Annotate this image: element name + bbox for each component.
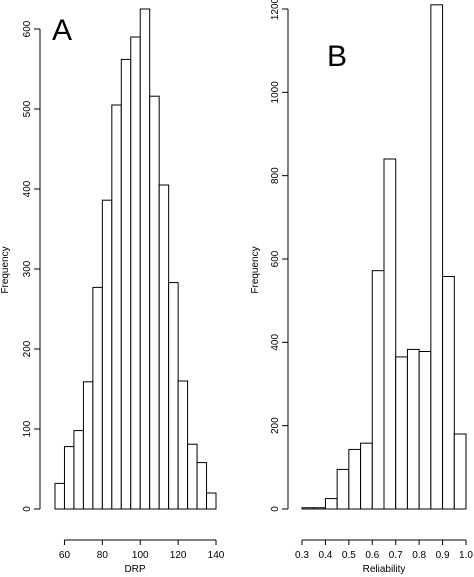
panel-b-bar-8 xyxy=(395,356,408,510)
panel-b-bar-13 xyxy=(453,433,467,510)
panel-a-bar-4 xyxy=(92,286,103,510)
panel-a-bar-6 xyxy=(111,104,122,510)
panel-b-bar-5 xyxy=(360,442,373,510)
panel-a-x-axis-label: DRP xyxy=(124,564,145,575)
panel-b-x-tick-label-2: 0.5 xyxy=(342,550,356,561)
panel-a-bar-1 xyxy=(63,446,75,510)
panel-a-bar-9 xyxy=(139,8,151,510)
panel-a-y-tick-label-1: 100 xyxy=(22,420,33,437)
panel-a-bar-15 xyxy=(196,462,208,510)
panel-a-y-tick-label-6: 600 xyxy=(22,20,33,37)
panel-b-y-tick-label-6: 1200 xyxy=(270,0,281,20)
panel-b-x-tick-label-0: 0.3 xyxy=(295,550,309,561)
panel-b-y-tick-label-0: 0 xyxy=(270,506,281,512)
panel-a-bar-0 xyxy=(54,482,65,510)
panel-b-x-tick-label-6: 0.9 xyxy=(436,550,450,561)
panel-b-bar-6 xyxy=(371,270,385,510)
panel-a-drp-histogram: A DRP Frequency 0 100 200 300 400 500 600 60 80… xyxy=(0,8,225,575)
panel-a-x-tick-label-0: 60 xyxy=(59,550,71,561)
panel-b-bar-11 xyxy=(430,4,444,510)
panel-a-y-tick-label-5: 500 xyxy=(22,100,33,117)
panel-a-bar-13 xyxy=(177,380,189,510)
panel-b-bar-10 xyxy=(418,351,432,510)
panel-b-y-axis-label: Frequency xyxy=(250,246,261,293)
panel-a-bar-5 xyxy=(101,199,113,510)
panel-b-y-tick-label-1: 200 xyxy=(270,417,281,434)
panel-b-y-tick-label-3: 600 xyxy=(270,250,281,267)
panel-a-y-tick-label-2: 200 xyxy=(22,340,33,357)
panel-a-bar-2 xyxy=(73,430,84,510)
panel-a-bar-10 xyxy=(149,95,160,510)
panel-b-x-tick-label-1: 0.4 xyxy=(318,550,332,561)
panel-a-x-tick-label-4: 140 xyxy=(208,550,225,561)
panel-a-bar-7 xyxy=(120,58,132,510)
panel-a-bar-3 xyxy=(82,381,94,510)
panel-b-x-tick-label-4: 0.7 xyxy=(389,550,403,561)
panel-b-x-tick-label-3: 0.6 xyxy=(365,550,379,561)
panel-b-bar-7 xyxy=(383,158,397,510)
panel-b-bar-0 xyxy=(301,507,315,510)
panel-b-y-tick-label-2: 400 xyxy=(270,334,281,351)
panel-a-y-tick-label-4: 400 xyxy=(22,180,33,197)
panel-b-bar-1 xyxy=(313,507,326,510)
panel-a-bar-16 xyxy=(206,492,217,510)
panel-a-bar-8 xyxy=(130,36,141,510)
panel-b-x-tick-label-5: 0.8 xyxy=(412,550,426,561)
panel-b-bar-4 xyxy=(348,448,362,510)
panel-b-bar-12 xyxy=(442,276,455,510)
panel-a-x-tick-label-3: 120 xyxy=(170,550,187,561)
panel-a-bar-11 xyxy=(158,184,170,510)
panel-b-bar-9 xyxy=(406,348,420,510)
panel-a-y-axis-label: Frequency xyxy=(0,246,11,293)
panel-a-label: A xyxy=(52,14,72,47)
panel-b-y-tick-label-5: 1000 xyxy=(270,81,281,104)
panel-a-x-tick-label-2: 100 xyxy=(132,550,149,561)
panel-a-x-tick-label-1: 80 xyxy=(97,550,109,561)
panel-b-label: B xyxy=(327,40,347,73)
panel-b-x-tick-label-7: 1.0 xyxy=(459,550,473,561)
panel-a-y-tick-label-3: 300 xyxy=(22,260,33,277)
panel-b-y-tick-label-4: 800 xyxy=(270,167,281,184)
panel-b-reliability-histogram: B Reliability Frequency 0 200 400 600 800 100… xyxy=(250,0,473,575)
panel-a-bar-12 xyxy=(168,282,179,510)
panel-b-bar-2 xyxy=(324,498,338,510)
panel-a-bar-14 xyxy=(187,443,198,510)
panel-b-x-axis-label: Reliability xyxy=(363,564,406,575)
panel-b-bar-3 xyxy=(336,468,350,510)
panel-a-y-tick-label-0: 0 xyxy=(22,506,33,512)
